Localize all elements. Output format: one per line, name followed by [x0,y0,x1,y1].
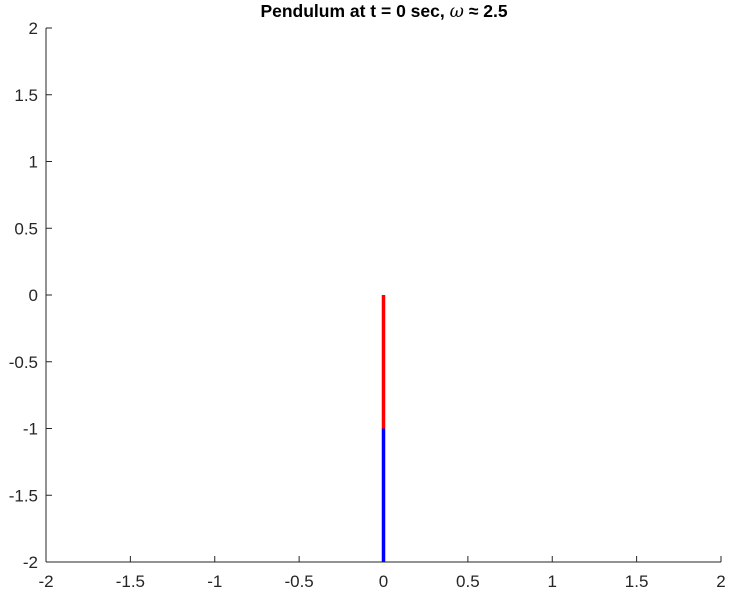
y-tick-label: 2 [29,19,38,38]
chart-title-omega-symbol: ω [450,2,464,22]
y-tick-label: -1.5 [9,486,38,505]
x-tick-label: 1.5 [625,572,649,591]
y-tick-label: 1 [29,153,38,172]
y-tick-label: -1 [23,420,38,439]
x-tick-label: 0.5 [456,572,480,591]
y-tick-label: 0 [29,286,38,305]
chart-title: Pendulum at t = 0 sec, ω ≈ 2.5 [260,1,507,22]
y-tick-label: 0.5 [14,219,38,238]
x-tick-label: -1.5 [116,572,145,591]
x-tick-label: -2 [38,572,53,591]
axes: -2 -1.5 -1 -0.5 0 0.5 1 1.5 2 2 1.5 1 0.5 0 -0.5 -1 -1.5… [9,19,726,591]
y-tick-label: -2 [23,553,38,572]
chart-title-value: 2.5 [483,1,508,21]
y-tick-label: -0.5 [9,353,38,372]
x-tick-label: 0 [379,572,388,591]
x-tick-label: 1 [548,572,557,591]
x-tick-label: -0.5 [284,572,313,591]
chart-title-approx: ≈ [464,1,483,21]
x-tick-label: 2 [716,572,725,591]
x-tick-label: -1 [207,572,222,591]
chart-title-prefix: Pendulum at t = 0 sec, [260,1,449,21]
y-tick-label: 1.5 [14,86,38,105]
